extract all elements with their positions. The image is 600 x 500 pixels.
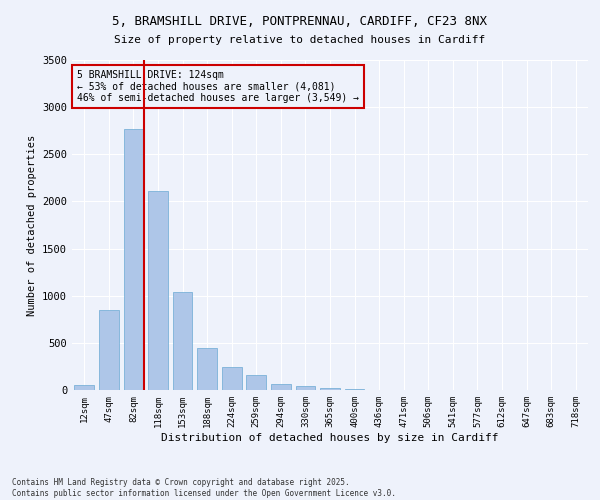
Bar xyxy=(222,368,242,390)
Bar xyxy=(99,310,119,390)
Text: 5, BRAMSHILL DRIVE, PONTPRENNAU, CARDIFF, CF23 8NX: 5, BRAMSHILL DRIVE, PONTPRENNAU, CARDIFF… xyxy=(113,15,487,28)
Bar xyxy=(345,389,364,390)
Text: Size of property relative to detached houses in Cardiff: Size of property relative to detached ho… xyxy=(115,35,485,45)
Bar xyxy=(124,129,143,390)
Text: 5 BRAMSHILL DRIVE: 124sqm
← 53% of detached houses are smaller (4,081)
46% of se: 5 BRAMSHILL DRIVE: 124sqm ← 53% of detac… xyxy=(77,70,359,103)
Bar xyxy=(74,385,94,390)
Bar xyxy=(271,384,290,390)
Bar xyxy=(173,292,193,390)
Bar xyxy=(197,348,217,390)
Bar xyxy=(296,386,315,390)
Bar xyxy=(247,375,266,390)
Text: Contains HM Land Registry data © Crown copyright and database right 2025.
Contai: Contains HM Land Registry data © Crown c… xyxy=(12,478,396,498)
Bar xyxy=(320,388,340,390)
Y-axis label: Number of detached properties: Number of detached properties xyxy=(26,134,37,316)
Bar xyxy=(148,191,168,390)
X-axis label: Distribution of detached houses by size in Cardiff: Distribution of detached houses by size … xyxy=(161,432,499,442)
